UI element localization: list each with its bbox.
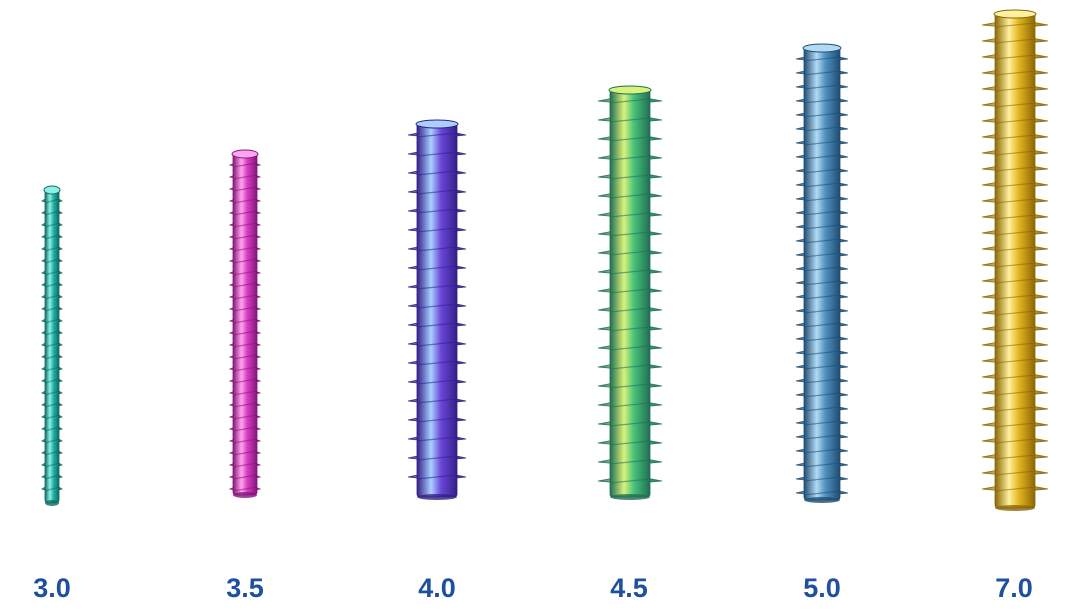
size-label-4-5: 4.5 — [610, 573, 648, 603]
size-label-7-0: 7.0 — [995, 573, 1033, 603]
screw-7-0 — [981, 9, 1049, 511]
size-label-3-5: 3.5 — [226, 573, 264, 603]
size-label-5-0: 5.0 — [803, 573, 841, 603]
screw-4-0 — [407, 119, 467, 500]
screws-illustration — [41, 9, 1049, 511]
screw-5-0 — [795, 43, 849, 503]
screw-3-0 — [41, 185, 63, 506]
screw-4-5 — [597, 85, 663, 500]
size-label-3-0: 3.0 — [33, 573, 71, 603]
screw-3-5 — [228, 149, 262, 498]
size-label-4-0: 4.0 — [418, 573, 456, 603]
